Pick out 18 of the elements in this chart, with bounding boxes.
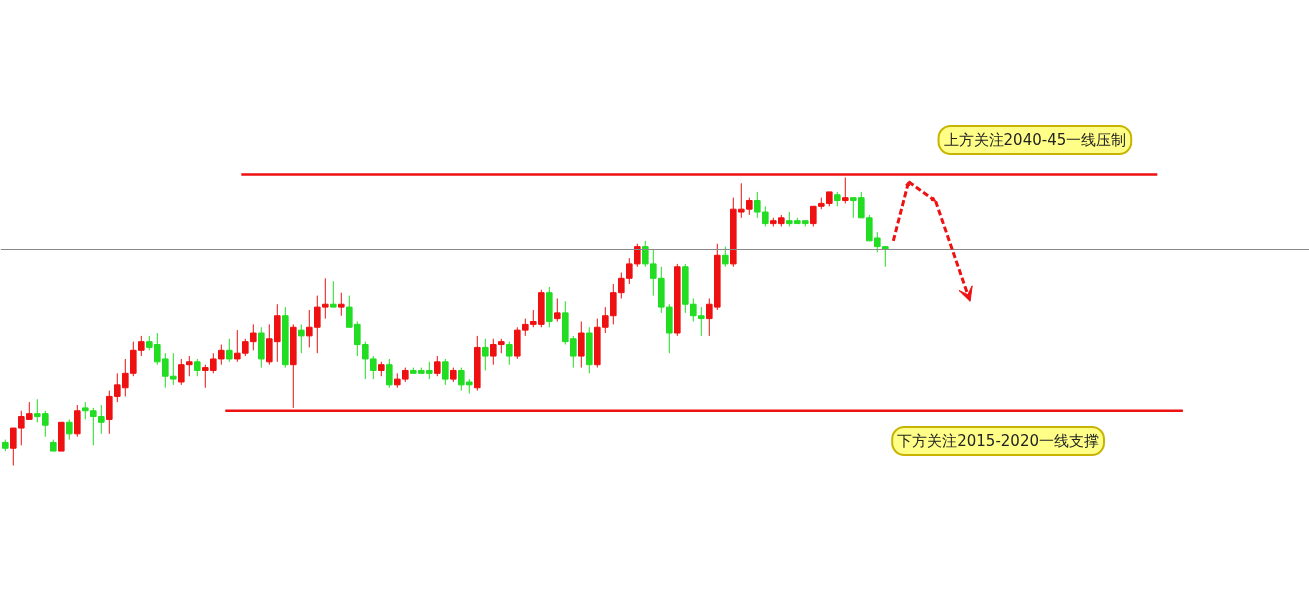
candlestick bbox=[722, 246, 729, 268]
candlestick bbox=[578, 321, 585, 369]
candlestick bbox=[386, 358, 393, 389]
candlestick bbox=[338, 292, 345, 317]
ref-line-label: 下方关注2015-2020一线支撑 bbox=[897, 432, 1099, 451]
candlestick bbox=[226, 338, 233, 363]
candlestick bbox=[842, 177, 849, 204]
candlestick bbox=[434, 355, 441, 377]
candlestick bbox=[170, 352, 177, 386]
candlestick bbox=[506, 341, 513, 366]
candlestick bbox=[298, 323, 305, 354]
ref-line-label: 上方关注2040-45一线压制 bbox=[943, 131, 1127, 150]
candlestick bbox=[330, 280, 337, 308]
candlestick bbox=[66, 418, 73, 441]
candlestick bbox=[442, 358, 449, 386]
candlestick bbox=[482, 338, 489, 371]
candlestick bbox=[554, 297, 561, 322]
candlestick bbox=[74, 404, 81, 438]
